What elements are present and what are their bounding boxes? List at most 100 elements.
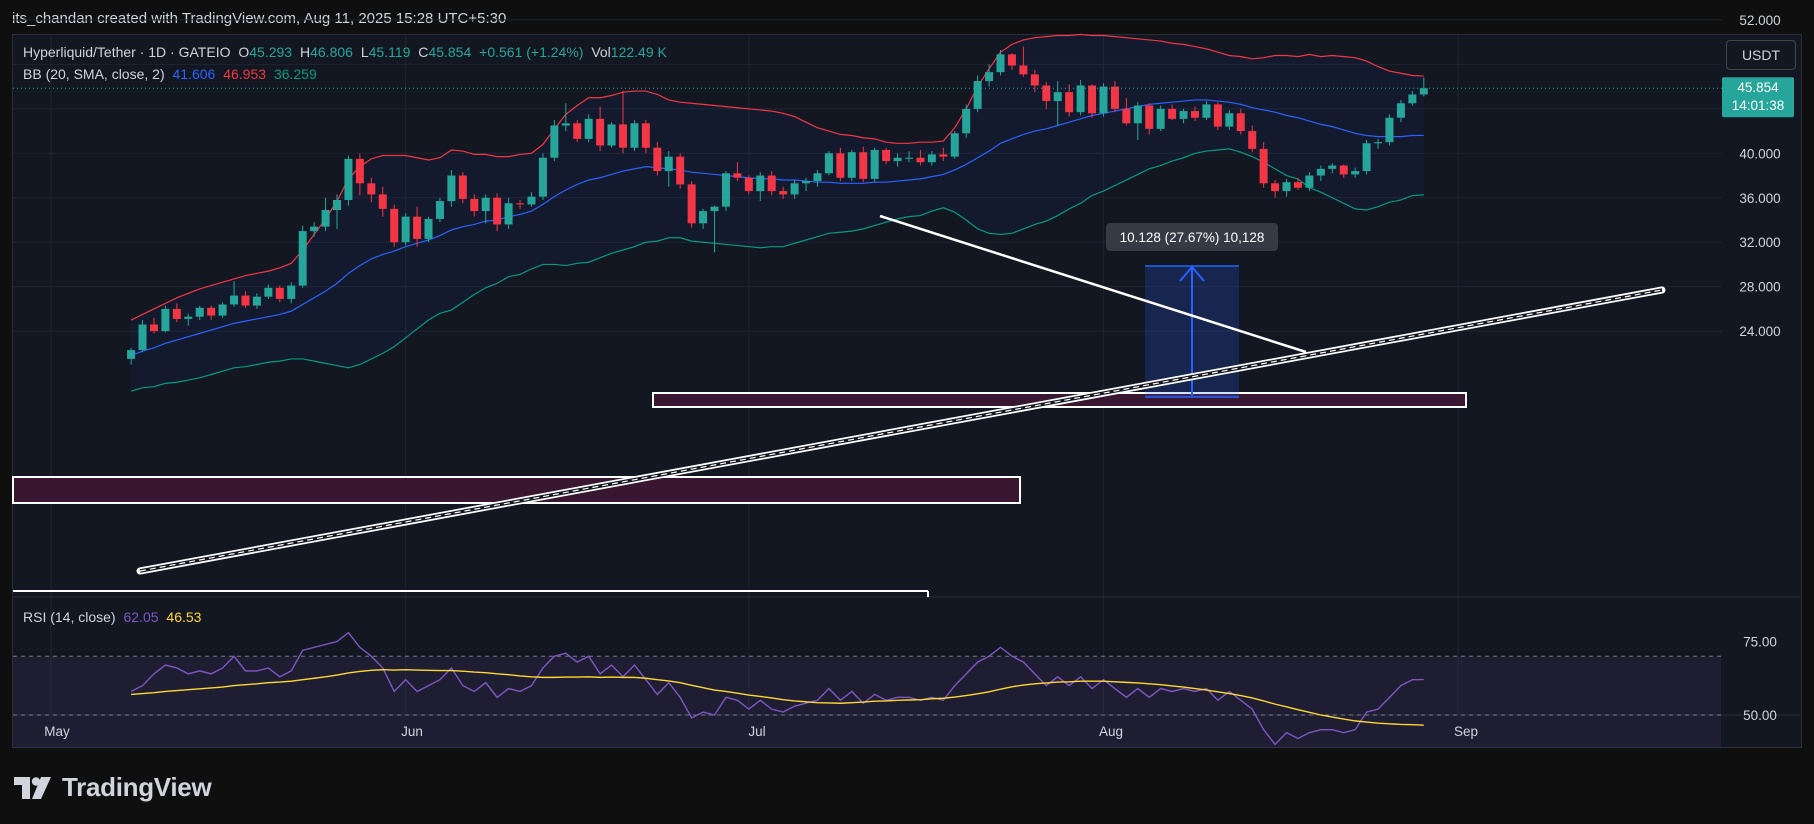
- time-axis-label: Jun: [401, 724, 423, 739]
- candle-body: [584, 118, 593, 139]
- candle-body: [195, 307, 204, 317]
- candle-body: [1225, 113, 1234, 127]
- candle-body: [1019, 65, 1028, 75]
- candle-body: [1110, 86, 1119, 109]
- candle-body: [1305, 175, 1314, 188]
- rsi-axis-label: 50.00: [1743, 708, 1777, 723]
- candle-body: [1236, 113, 1245, 132]
- candle-body: [1271, 183, 1280, 192]
- candle-body: [458, 175, 467, 199]
- candle-body: [1042, 85, 1051, 102]
- bb-lower-line: [130, 148, 1424, 392]
- candle-body: [378, 194, 387, 209]
- tradingview-logo[interactable]: TradingView: [14, 772, 212, 803]
- high-label: H: [299, 44, 311, 60]
- high-value: 46.806: [310, 44, 353, 60]
- open-value: 45.293: [249, 44, 293, 60]
- candle-body: [1248, 131, 1257, 149]
- candle-body: [493, 197, 502, 225]
- candle-body: [756, 175, 765, 192]
- symbol-name[interactable]: Hyperliquid/Tether · 1D · GATEIO: [23, 44, 231, 60]
- candle-body: [676, 156, 685, 185]
- candle-body: [973, 81, 982, 109]
- rising-support-line-inner: [139, 289, 1663, 572]
- bb-lower-value: 36.259: [273, 66, 317, 82]
- bollinger-bands: [130, 33, 1424, 392]
- rsi-value: 62.05: [123, 609, 159, 625]
- candle-body: [630, 123, 639, 148]
- candle-body: [836, 153, 845, 178]
- candle-body: [504, 203, 513, 225]
- candle-body: [641, 123, 650, 148]
- candle-body: [1351, 171, 1360, 175]
- candle-body: [1122, 108, 1131, 124]
- candle-body: [1396, 103, 1405, 118]
- candle-body: [218, 304, 227, 316]
- price-tag: [1722, 77, 1794, 118]
- candle-body: [1168, 108, 1177, 119]
- candle-body: [298, 231, 307, 286]
- candle-body: [962, 108, 971, 134]
- candle-body: [710, 206, 719, 212]
- candle-body: [1339, 165, 1348, 175]
- candle-body: [859, 152, 868, 179]
- candle-body: [435, 201, 444, 219]
- candle-body: [413, 216, 422, 239]
- candle-body: [779, 191, 788, 195]
- candle-body: [824, 153, 833, 174]
- rsi-ma-value: 46.53: [166, 609, 202, 625]
- candle-body: [1053, 92, 1062, 102]
- change-value: +0.561 (+1.24%): [479, 44, 584, 60]
- candle-body: [1156, 108, 1165, 129]
- candle-body: [561, 123, 570, 126]
- candle-body: [1099, 86, 1108, 114]
- candle-body: [870, 149, 879, 179]
- candle-body: [184, 316, 193, 319]
- candle-body: [333, 199, 341, 210]
- bb-basis-value: 41.606: [172, 66, 216, 82]
- price-axis-label: 36.000: [1739, 191, 1780, 206]
- candle-body: [1076, 85, 1085, 113]
- candle-body: [596, 118, 605, 146]
- candle-body: [790, 183, 799, 195]
- measure-arrow-head: [1179, 265, 1205, 282]
- candle-body: [699, 211, 708, 224]
- candle-body: [733, 173, 742, 178]
- bb-label: BB (20, SMA, close, 2): [23, 66, 165, 82]
- volume-value: 122.49 K: [610, 44, 667, 60]
- rsi-legend[interactable]: RSI (14, close) 62.05 46.53: [23, 609, 205, 625]
- bb-legend[interactable]: BB (20, SMA, close, 2) 41.606 46.953 36.…: [23, 66, 321, 82]
- candle-body: [252, 296, 261, 306]
- price-axis-label: 32.000: [1739, 235, 1780, 250]
- candle-body: [138, 324, 147, 351]
- bb-basis-line: [130, 99, 1424, 357]
- candle-body: [687, 184, 696, 224]
- candle-body: [1282, 182, 1291, 192]
- candle-body: [310, 226, 319, 232]
- candle-body: [1408, 94, 1417, 104]
- candle-body: [1362, 143, 1371, 172]
- candle-body: [1191, 111, 1199, 118]
- rsi-ma-line: [131, 669, 1424, 726]
- top-bar: its_chandan created with TradingView.com…: [0, 0, 1814, 34]
- candle-body: [367, 183, 376, 195]
- candle-body: [985, 72, 994, 82]
- candle-body: [481, 197, 490, 212]
- rsi-label: RSI (14, close): [23, 609, 116, 625]
- rsi-lines: [130, 631, 1424, 746]
- low-value: 45.119: [368, 44, 411, 60]
- candle-body: [344, 158, 353, 200]
- candle-body: [619, 124, 627, 148]
- time-axis-label: May: [44, 724, 70, 739]
- candle-body: [1419, 88, 1428, 95]
- candle-body: [241, 295, 250, 306]
- candle-body: [1328, 165, 1337, 169]
- volume-label: Vol: [591, 44, 611, 60]
- candle-body: [767, 175, 776, 192]
- candles: [127, 46, 1428, 365]
- currency-button[interactable]: USDT: [1726, 40, 1796, 70]
- rsi-axis-label: 75.00: [1743, 635, 1777, 650]
- candle-body: [550, 125, 559, 158]
- close-value: 45.854: [428, 44, 472, 60]
